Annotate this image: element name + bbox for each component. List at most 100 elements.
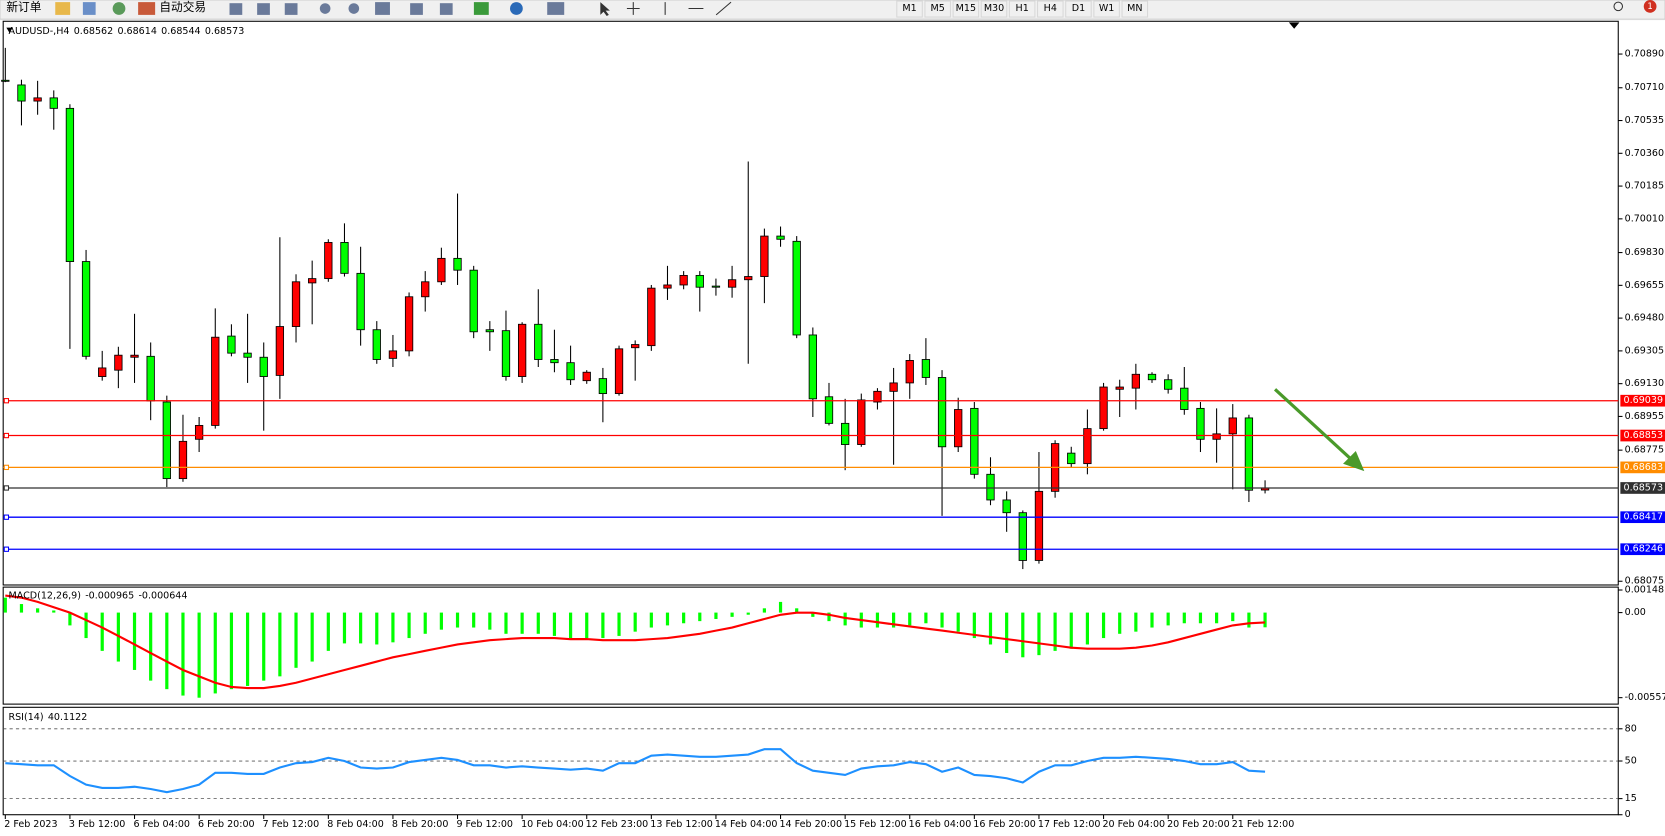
candle-body [614, 348, 624, 395]
candle-body [711, 285, 721, 288]
macd-bar [892, 612, 896, 628]
timeframe-button[interactable] [952, 0, 980, 18]
x-tick-label: 16 Feb 20:00 [973, 819, 1036, 830]
candle-body [760, 235, 769, 277]
timeframe-button[interactable] [924, 0, 951, 18]
timeframe-button[interactable] [1008, 0, 1036, 18]
timeframe-label[interactable]: D1 [1072, 3, 1085, 14]
toolbar-icon[interactable] [473, 2, 489, 15]
y-tick-label: 0.69305 [1625, 345, 1664, 356]
toolbar-icon[interactable] [257, 3, 270, 15]
candle-body [727, 279, 737, 288]
candle-body [33, 97, 42, 102]
macd-bar [746, 612, 750, 615]
macd-bar [617, 612, 621, 636]
candle-body [889, 382, 898, 392]
y-tick-label: 0.69480 [1625, 313, 1664, 324]
macd-bar [665, 612, 670, 626]
auto-trading-button[interactable]: 自动交易 [159, 0, 206, 14]
notification-badge[interactable] [1643, 0, 1657, 13]
timeframe-bar: M1 M5 M15 M30 H1 H4 D1 W1 MN [896, 0, 1149, 18]
candle-body [857, 399, 866, 445]
candle-body [1034, 490, 1044, 561]
x-tick-label: 14 Feb 04:00 [715, 819, 778, 830]
candle-body [98, 367, 107, 377]
macd-bar [391, 612, 395, 643]
candle-body [1131, 373, 1140, 389]
y-tick-label: 0.69130 [1625, 378, 1664, 389]
timeframe-label[interactable]: M30 [984, 3, 1004, 14]
level-label: 0.68853 [1624, 430, 1663, 441]
macd-bar [375, 612, 379, 645]
candle-body [356, 272, 365, 331]
level-label: 0.68683 [1624, 462, 1663, 473]
toolbar-icon[interactable] [82, 2, 96, 15]
toolbar-icon[interactable] [375, 2, 390, 15]
arrow-head [1343, 450, 1365, 472]
macd-bar [262, 612, 266, 681]
auto-trading-icon[interactable] [138, 2, 156, 15]
y-tick-label: 0.68075 [1625, 576, 1664, 587]
y-tick-label: -0.005577 [1625, 692, 1665, 703]
candle-body [130, 354, 139, 358]
macd-bar [778, 601, 783, 613]
search-icon[interactable] [1613, 1, 1624, 12]
candle-body [421, 281, 430, 298]
timeframe-button[interactable] [1037, 0, 1064, 18]
timeframe-label[interactable]: M15 [956, 3, 976, 14]
y-tick-label: 0.68775 [1625, 445, 1664, 456]
timeframe-label[interactable]: H1 [1016, 3, 1029, 14]
timeframe-label[interactable]: MN [1127, 3, 1142, 14]
indicator-header: RSI(14) 40.1122 [9, 711, 88, 722]
level-label-bg [1620, 461, 1665, 474]
toolbar-icon[interactable] [284, 3, 298, 15]
timeframe-label[interactable]: H4 [1044, 3, 1057, 14]
toolbar-icon[interactable] [229, 3, 243, 15]
candle-body [873, 390, 882, 403]
macd-bar [1053, 612, 1057, 651]
macd-bar [1215, 612, 1219, 624]
toolbar-icon[interactable] [55, 2, 71, 15]
toolbar-icon[interactable] [112, 2, 126, 15]
candle-body [792, 240, 801, 336]
y-tick-label: 0.68955 [1625, 411, 1664, 422]
toolbar-icon[interactable] [348, 3, 360, 14]
candle-body [841, 422, 850, 445]
header-part: RSI(14) [9, 711, 44, 722]
toolbar-icon[interactable] [547, 2, 565, 15]
candle-body [81, 261, 91, 357]
candle-body [49, 97, 58, 109]
macd-bar [568, 612, 573, 639]
macd-bar [552, 612, 557, 636]
timeframe-button[interactable] [980, 0, 1008, 18]
toolbar-icon[interactable] [510, 2, 523, 15]
toolbar-icon[interactable] [319, 3, 331, 14]
header-part: 0.68614 [117, 25, 156, 36]
x-tick-label: 21 Feb 12:00 [1232, 819, 1295, 830]
draw-tools[interactable] [626, 1, 732, 16]
x-tick-label: 8 Feb 20:00 [392, 819, 449, 830]
cursor-tool[interactable] [600, 2, 610, 16]
macd-bar [1118, 612, 1122, 634]
macd-bar [1247, 612, 1251, 628]
toolbar-icon[interactable] [410, 3, 423, 15]
timeframe-label[interactable]: M5 [931, 3, 945, 14]
toolbar-icon[interactable] [439, 3, 453, 15]
candle-body [259, 356, 268, 377]
x-tick-label: 14 Feb 20:00 [779, 819, 842, 830]
macd-bar [3, 597, 7, 613]
candle-body [485, 329, 494, 333]
timeframe-button[interactable] [1065, 0, 1092, 18]
y-tick-label: 0.70535 [1625, 115, 1664, 126]
level-label-bg [1620, 482, 1665, 494]
timeframe-button[interactable] [896, 0, 923, 18]
macd-bar [762, 608, 766, 613]
macd-bar [908, 612, 912, 626]
header-part: 0.68562 [74, 25, 113, 36]
timeframe-button[interactable] [1121, 0, 1149, 18]
timeframe-label[interactable]: W1 [1099, 3, 1115, 14]
new-order-button[interactable]: 新订单 [6, 0, 41, 14]
timeframe-label[interactable]: M1 [902, 3, 916, 14]
timeframe-button[interactable] [1093, 0, 1120, 18]
